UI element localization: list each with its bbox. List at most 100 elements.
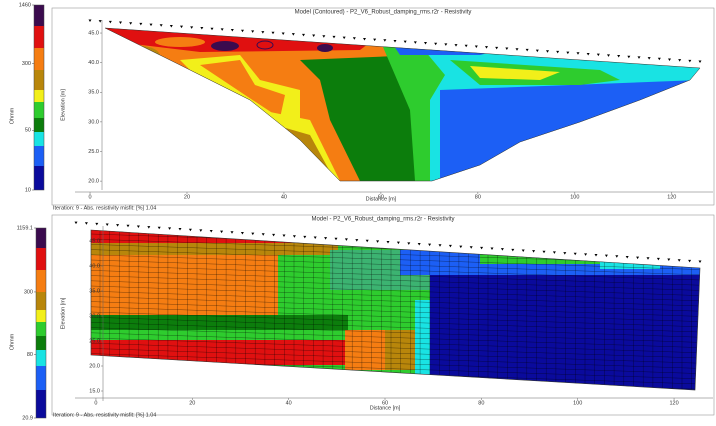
electrode bbox=[129, 22, 133, 25]
electrode bbox=[667, 258, 671, 262]
electrode bbox=[573, 252, 577, 256]
cell-line bbox=[91, 259, 700, 281]
colorbar-frame bbox=[33, 4, 45, 191]
electrode bbox=[240, 231, 244, 235]
electrode bbox=[586, 52, 590, 56]
chart-title: Model - P2_V6_Robust_damping_rms.r2r - R… bbox=[311, 217, 454, 223]
electrode bbox=[282, 234, 286, 238]
electrode bbox=[576, 52, 580, 55]
electrode bbox=[637, 56, 641, 59]
electrode bbox=[448, 244, 452, 248]
electrode bbox=[386, 241, 390, 244]
colorbar-tick-label: 50 bbox=[25, 128, 31, 134]
x-tick-label: 20 bbox=[189, 400, 195, 406]
y-tick-label: 20.0 bbox=[89, 363, 100, 369]
electrode bbox=[74, 221, 78, 225]
electrode bbox=[157, 226, 161, 230]
electrode bbox=[454, 44, 458, 47]
cell-line bbox=[91, 296, 700, 317]
electrode bbox=[342, 36, 346, 40]
electrode bbox=[444, 43, 448, 46]
colorbar bbox=[36, 228, 46, 418]
cell-line bbox=[91, 270, 700, 291]
electrode bbox=[178, 228, 182, 231]
electrode bbox=[636, 256, 640, 260]
electrode bbox=[98, 20, 102, 23]
electrode bbox=[604, 254, 608, 258]
electrode bbox=[413, 41, 417, 44]
electrode bbox=[313, 236, 317, 239]
cell-line bbox=[91, 311, 700, 333]
electrode bbox=[403, 40, 407, 44]
electrode bbox=[677, 259, 681, 262]
electrode bbox=[383, 39, 387, 42]
electrode bbox=[535, 49, 539, 53]
x-axis-label: Distance [m] bbox=[366, 196, 397, 202]
electrode bbox=[376, 240, 380, 243]
colorbar-tick-label: 300 bbox=[24, 289, 33, 295]
cell-line bbox=[91, 327, 700, 348]
cell-line bbox=[91, 254, 700, 275]
electrode bbox=[556, 50, 560, 54]
electrode bbox=[363, 37, 366, 41]
electrode bbox=[84, 222, 88, 225]
electrode bbox=[469, 246, 473, 249]
electrode bbox=[464, 44, 468, 48]
electrode bbox=[688, 259, 692, 263]
y-axis-label: Elevation [m] bbox=[60, 89, 66, 121]
cell-line bbox=[91, 280, 700, 301]
y-tick-label: 30.0 bbox=[88, 119, 99, 125]
electrode bbox=[373, 38, 377, 42]
electrode bbox=[169, 24, 173, 28]
cell-line bbox=[91, 285, 700, 307]
electrode bbox=[438, 244, 442, 247]
electrode bbox=[566, 51, 570, 55]
x-tick-label: 100 bbox=[573, 400, 582, 406]
section-outline bbox=[104, 27, 701, 182]
cell-line bbox=[91, 337, 700, 359]
electrode bbox=[220, 28, 224, 31]
y-tick-label: 45.0 bbox=[88, 30, 99, 36]
colorbar-tick-label: 80 bbox=[27, 352, 33, 358]
electrode bbox=[625, 255, 629, 259]
x-tick-label: 60 bbox=[382, 400, 388, 406]
electrode bbox=[230, 29, 234, 32]
electrode bbox=[646, 257, 650, 260]
electrode bbox=[607, 54, 610, 57]
electrode bbox=[190, 26, 194, 29]
electrode bbox=[220, 230, 224, 234]
cell-line bbox=[91, 332, 700, 353]
x-tick-label: 60 bbox=[378, 194, 384, 200]
electrode bbox=[355, 239, 359, 242]
electrode bbox=[88, 19, 92, 22]
iteration-note: Iteration: 9 - Abs. resistivity misfit: … bbox=[53, 205, 156, 211]
electrode bbox=[505, 47, 509, 51]
x-tick-label: 40 bbox=[286, 400, 292, 406]
x-axis-label: Distance [m] bbox=[370, 405, 401, 411]
cell-line bbox=[91, 265, 700, 286]
colorbar-label: Ohmm bbox=[9, 107, 15, 124]
electrode bbox=[668, 58, 671, 61]
electrode bbox=[147, 226, 151, 229]
cell-line bbox=[91, 343, 700, 364]
colorbar bbox=[34, 5, 44, 190]
electrode bbox=[417, 242, 421, 246]
electrode bbox=[199, 229, 203, 232]
electrode bbox=[272, 233, 276, 237]
electrode bbox=[209, 230, 213, 233]
electrode bbox=[210, 27, 214, 31]
electrode bbox=[434, 42, 438, 46]
electrode bbox=[312, 34, 316, 38]
electrode bbox=[149, 23, 153, 27]
electrode bbox=[542, 250, 546, 254]
electrode bbox=[688, 59, 692, 63]
y-tick-label: 30.0 bbox=[89, 313, 100, 319]
electrode bbox=[251, 30, 255, 33]
electrode bbox=[490, 247, 494, 251]
x-tick-label: 120 bbox=[667, 194, 676, 200]
electrode bbox=[521, 249, 525, 252]
x-tick-label: 100 bbox=[570, 194, 579, 200]
electrode bbox=[552, 251, 556, 254]
cell-line bbox=[91, 322, 700, 343]
